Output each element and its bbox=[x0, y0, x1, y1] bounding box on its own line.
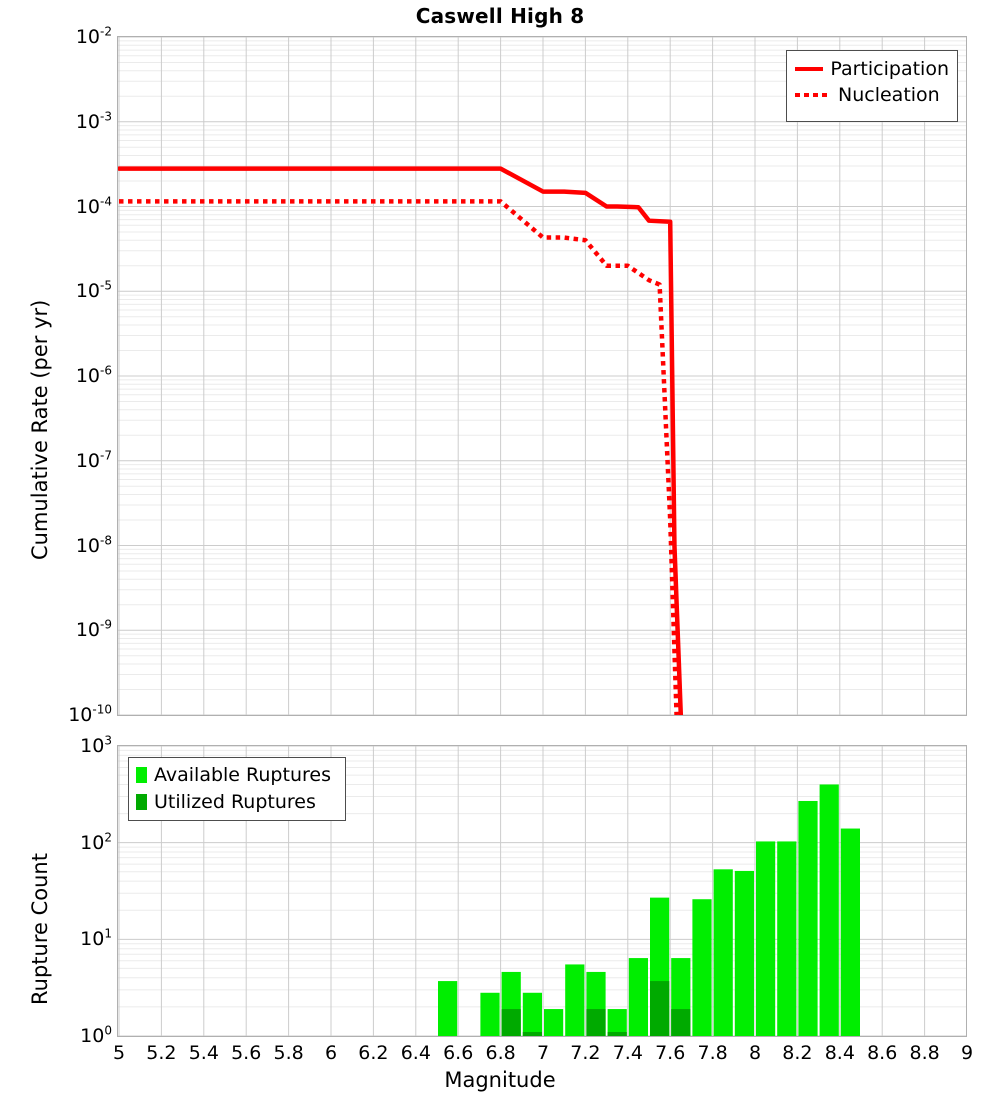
y-tick-label: 10-6 bbox=[75, 363, 112, 387]
x-tick-label: 5.6 bbox=[231, 1042, 262, 1064]
y-tick-label: 10-10 bbox=[68, 702, 112, 726]
bar-available-ruptures bbox=[438, 981, 458, 1036]
x-tick-label: 8 bbox=[748, 1042, 762, 1064]
bar-utilized-ruptures bbox=[586, 1009, 606, 1036]
bar-available-ruptures bbox=[798, 800, 818, 1036]
bar-utilized-ruptures bbox=[650, 981, 670, 1036]
y-tick-label: 10-7 bbox=[75, 448, 112, 472]
top-plot-canvas bbox=[118, 37, 966, 715]
bar-available-ruptures bbox=[628, 958, 648, 1036]
bar-available-ruptures bbox=[819, 784, 839, 1036]
legend-label-participation: Participation bbox=[830, 58, 949, 80]
bar-available-ruptures bbox=[607, 1009, 627, 1036]
top-plot-legend: Participation Nucleation bbox=[786, 50, 958, 122]
x-tick-label: 9 bbox=[960, 1042, 974, 1064]
y-tick-label: 10-2 bbox=[75, 24, 112, 48]
y-tick-label: 10-8 bbox=[75, 533, 112, 557]
legend-label-available-ruptures: Available Ruptures bbox=[154, 763, 331, 786]
bottom-y-axis-label: Rupture Count bbox=[28, 853, 52, 1005]
legend-item-utilized-ruptures: Utilized Ruptures bbox=[136, 788, 338, 815]
x-tick-label: 7.8 bbox=[697, 1042, 728, 1064]
series-nucleation-path bbox=[119, 199, 679, 715]
rupture-count-plot bbox=[117, 745, 967, 1037]
legend-item-nucleation: Nucleation bbox=[795, 82, 949, 108]
page-title: Caswell High 8 bbox=[415, 4, 585, 28]
bar-available-ruptures bbox=[544, 1009, 564, 1036]
x-tick-label: 8.8 bbox=[909, 1042, 940, 1064]
top-y-axis-label: Cumulative Rate (per yr) bbox=[28, 299, 52, 560]
y-tick-label: 103 bbox=[80, 733, 112, 757]
x-tick-label: 8.6 bbox=[867, 1042, 898, 1064]
series-participation-path bbox=[118, 166, 684, 715]
bar-available-ruptures bbox=[840, 828, 860, 1036]
bar-available-ruptures bbox=[713, 869, 733, 1036]
y-tick-label: 10-3 bbox=[75, 109, 112, 133]
bar-utilized-ruptures bbox=[671, 1009, 691, 1036]
x-tick-label: 5 bbox=[112, 1042, 126, 1064]
y-tick-label: 101 bbox=[80, 927, 112, 951]
x-axis-label: Magnitude bbox=[444, 1068, 556, 1092]
x-tick-label: 5.8 bbox=[273, 1042, 304, 1064]
solid-line-icon bbox=[795, 67, 824, 71]
dotted-line-icon bbox=[795, 93, 831, 97]
bar-utilized-ruptures bbox=[501, 1009, 521, 1036]
x-tick-label: 7 bbox=[536, 1042, 550, 1064]
bar-available-ruptures bbox=[777, 841, 797, 1036]
x-tick-label: 8.2 bbox=[782, 1042, 813, 1064]
x-tick-label: 6.6 bbox=[443, 1042, 474, 1064]
available-ruptures-swatch-icon bbox=[136, 766, 147, 783]
bar-available-ruptures bbox=[756, 841, 776, 1036]
x-tick-label: 7.2 bbox=[570, 1042, 601, 1064]
bar-available-ruptures bbox=[522, 992, 542, 1036]
bottom-plot-canvas bbox=[118, 746, 966, 1036]
x-tick-label: 5.2 bbox=[146, 1042, 177, 1064]
bottom-plot-legend: Available Ruptures Utilized Ruptures bbox=[128, 757, 346, 821]
bar-utilized-ruptures bbox=[522, 1032, 542, 1036]
legend-item-participation: Participation bbox=[795, 56, 949, 82]
utilized-ruptures-swatch-icon bbox=[136, 793, 147, 810]
x-tick-label: 6.4 bbox=[400, 1042, 431, 1064]
y-tick-label: 102 bbox=[80, 830, 112, 854]
y-tick-label: 10-9 bbox=[75, 617, 112, 642]
x-tick-label: 6 bbox=[324, 1042, 338, 1064]
y-tick-label: 100 bbox=[80, 1023, 112, 1047]
legend-label-utilized-ruptures: Utilized Ruptures bbox=[154, 790, 316, 813]
bar-available-ruptures bbox=[692, 899, 712, 1036]
x-tick-label: 6.8 bbox=[485, 1042, 516, 1064]
bar-utilized-ruptures bbox=[607, 1032, 627, 1036]
x-tick-label: 5.4 bbox=[188, 1042, 219, 1064]
y-tick-label: 10-4 bbox=[75, 194, 112, 218]
legend-item-available-ruptures: Available Ruptures bbox=[136, 761, 338, 788]
x-tick-label: 6.2 bbox=[358, 1042, 389, 1064]
bar-available-ruptures bbox=[734, 870, 754, 1036]
legend-label-nucleation: Nucleation bbox=[838, 84, 940, 106]
y-tick-label: 10-5 bbox=[75, 278, 112, 303]
x-tick-label: 7.6 bbox=[655, 1042, 686, 1064]
bar-available-ruptures bbox=[565, 964, 585, 1036]
bar-available-ruptures bbox=[480, 992, 500, 1036]
x-tick-label: 7.4 bbox=[612, 1042, 643, 1064]
x-tick-label: 8.4 bbox=[824, 1042, 855, 1064]
cumulative-rate-plot bbox=[117, 36, 967, 716]
